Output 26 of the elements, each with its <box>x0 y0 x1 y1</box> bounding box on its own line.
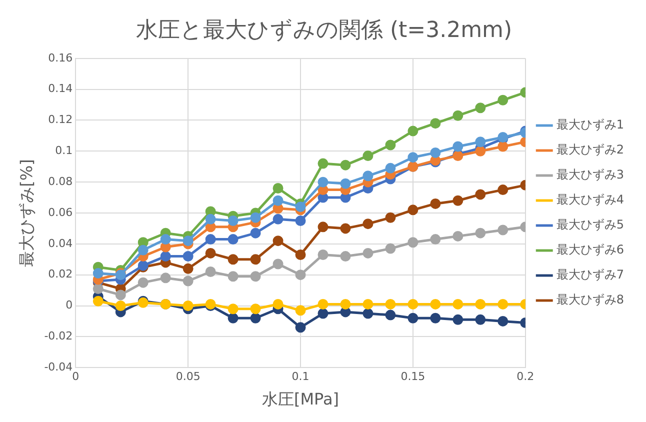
y-tick-label: 0.04 <box>48 236 73 250</box>
y-tick-label: 0.14 <box>48 82 73 96</box>
y-tick-label: 0.16 <box>48 51 73 64</box>
x-tick-label: 0.05 <box>176 370 200 384</box>
y-axis-title: 最大ひずみ[%] <box>16 159 36 267</box>
chart-title: 水圧と最大ひずみの関係 (t=3.2mm) <box>136 18 512 43</box>
y-tick-label: 0.02 <box>48 268 73 281</box>
legend-label: 最大ひずみ5 <box>556 218 624 232</box>
x-axis-title: 水圧[MPa] <box>262 390 340 409</box>
y-tick-label: 0.08 <box>48 174 73 188</box>
legend-label: 最大ひずみ3 <box>556 168 624 182</box>
legend-label: 最大ひずみ4 <box>556 192 624 207</box>
y-tick-label: 0.06 <box>48 206 73 219</box>
legend-label: 最大ひずみ2 <box>556 142 624 157</box>
legend-label: 最大ひずみ1 <box>556 118 624 132</box>
legend-label: 最大ひずみ6 <box>556 242 624 257</box>
y-tick-label: -0.04 <box>44 360 73 374</box>
x-tick-label: 0.15 <box>400 370 426 384</box>
legend-label: 最大ひずみ7 <box>556 268 624 282</box>
y-tick-label: -0.02 <box>44 330 73 343</box>
legend-label: 最大ひずみ8 <box>556 292 624 307</box>
y-tick-label: 0 <box>66 298 73 312</box>
x-tick-label: 0.2 <box>516 370 534 384</box>
x-tick-label: 0.1 <box>292 370 310 384</box>
y-tick-label: 0.12 <box>48 113 73 126</box>
y-tick-label: 0.1 <box>55 144 73 158</box>
